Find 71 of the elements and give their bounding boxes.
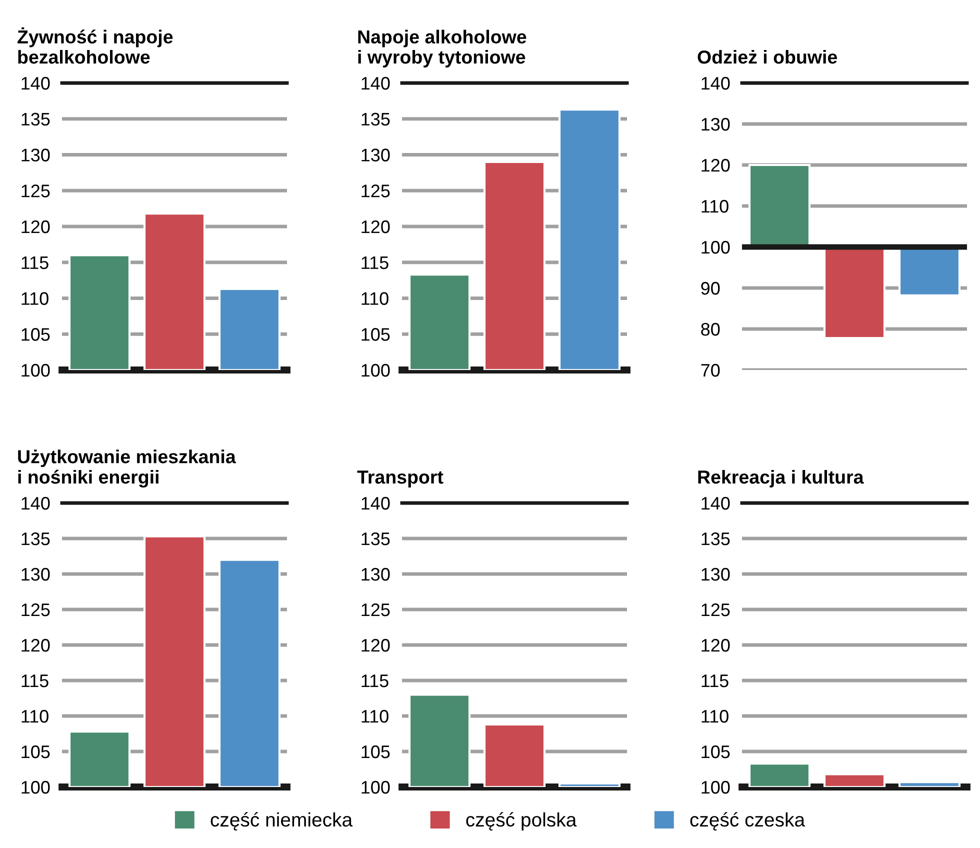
y-tick-label: 80 [701, 322, 720, 336]
y-tick-label: 120 [362, 638, 390, 652]
y-tick-label: 120 [22, 220, 50, 234]
y-tick-label: 105 [702, 745, 730, 758]
chart-title: Żywność i napoje bezalkoholowe [18, 27, 173, 64]
y-tick-label: 100 [362, 364, 390, 377]
chart-title: Odzież i obuwie [698, 50, 837, 64]
y-tick-label: 90 [701, 282, 720, 295]
y-tick-label: 135 [22, 532, 50, 546]
y-tick-label: 105 [22, 745, 50, 758]
y-tick-label: 140 [22, 76, 50, 90]
y-tick-label: 100 [702, 240, 730, 254]
y-tick-label: 140 [362, 496, 390, 510]
y-tick-label: 100 [362, 780, 390, 794]
y-tick-label: 130 [22, 148, 50, 162]
legend-label: część polska [466, 812, 577, 830]
chart-title: Rekreacja i kultura [698, 470, 864, 488]
bar [408, 694, 471, 787]
y-tick-label: 100 [22, 364, 50, 377]
y-tick-label: 125 [362, 184, 390, 198]
y-tick-label: 115 [362, 674, 388, 688]
y-tick-label: 105 [362, 328, 390, 341]
y-tick-label: 140 [22, 496, 50, 510]
chart-title: Napoje alkoholowe i wyroby tytoniowe [358, 30, 526, 68]
y-tick-label: 130 [362, 148, 390, 162]
y-tick-label: 125 [22, 603, 50, 616]
y-tick-label: 120 [702, 158, 730, 172]
y-tick-label: 125 [362, 603, 390, 616]
y-tick-label: 120 [362, 220, 390, 234]
y-tick-label: 130 [22, 568, 50, 581]
bar [68, 730, 131, 787]
y-tick-label: 135 [362, 112, 390, 126]
y-tick-label: 130 [702, 118, 730, 131]
y-tick-label: 110 [702, 200, 728, 213]
bar [218, 558, 281, 787]
bar [408, 274, 471, 370]
bar [143, 212, 206, 370]
y-tick-label: 105 [362, 745, 390, 758]
y-tick-label: 110 [362, 710, 388, 723]
y-tick-label: 70 [701, 364, 720, 377]
chart-title: Użytkowanie mieszkania i nośniki energii [18, 450, 236, 488]
legend-label: część niemiecka [210, 812, 353, 830]
y-tick-label: 115 [362, 256, 388, 270]
y-tick-label: 110 [22, 710, 48, 723]
y-tick-label: 125 [22, 184, 50, 198]
y-tick-label: 105 [22, 328, 50, 341]
y-tick-label: 115 [22, 256, 48, 270]
y-tick-label: 140 [362, 76, 390, 90]
y-tick-label: 130 [702, 568, 730, 581]
chart-title: Transport [357, 470, 444, 488]
y-tick-label: 115 [702, 674, 728, 688]
y-tick-label: 100 [22, 780, 50, 794]
y-tick-label: 100 [702, 780, 730, 794]
y-tick-label: 140 [702, 76, 730, 90]
legend-label: część czeska [690, 812, 806, 830]
y-tick-label: 110 [362, 292, 388, 305]
y-tick-label: 135 [22, 112, 50, 126]
y-tick-label: 115 [22, 674, 48, 688]
y-tick-label: 130 [362, 568, 390, 581]
y-tick-label: 135 [702, 532, 730, 546]
y-tick-label: 120 [22, 638, 50, 652]
y-tick-label: 125 [702, 603, 730, 616]
y-tick-label: 110 [22, 292, 48, 305]
y-tick-label: 135 [362, 532, 390, 546]
bar [558, 782, 621, 787]
bar [143, 535, 206, 787]
y-tick-label: 120 [702, 638, 730, 652]
y-tick-label: 140 [702, 496, 730, 510]
bar [558, 108, 621, 370]
bar [68, 254, 131, 370]
y-tick-label: 110 [702, 710, 728, 723]
